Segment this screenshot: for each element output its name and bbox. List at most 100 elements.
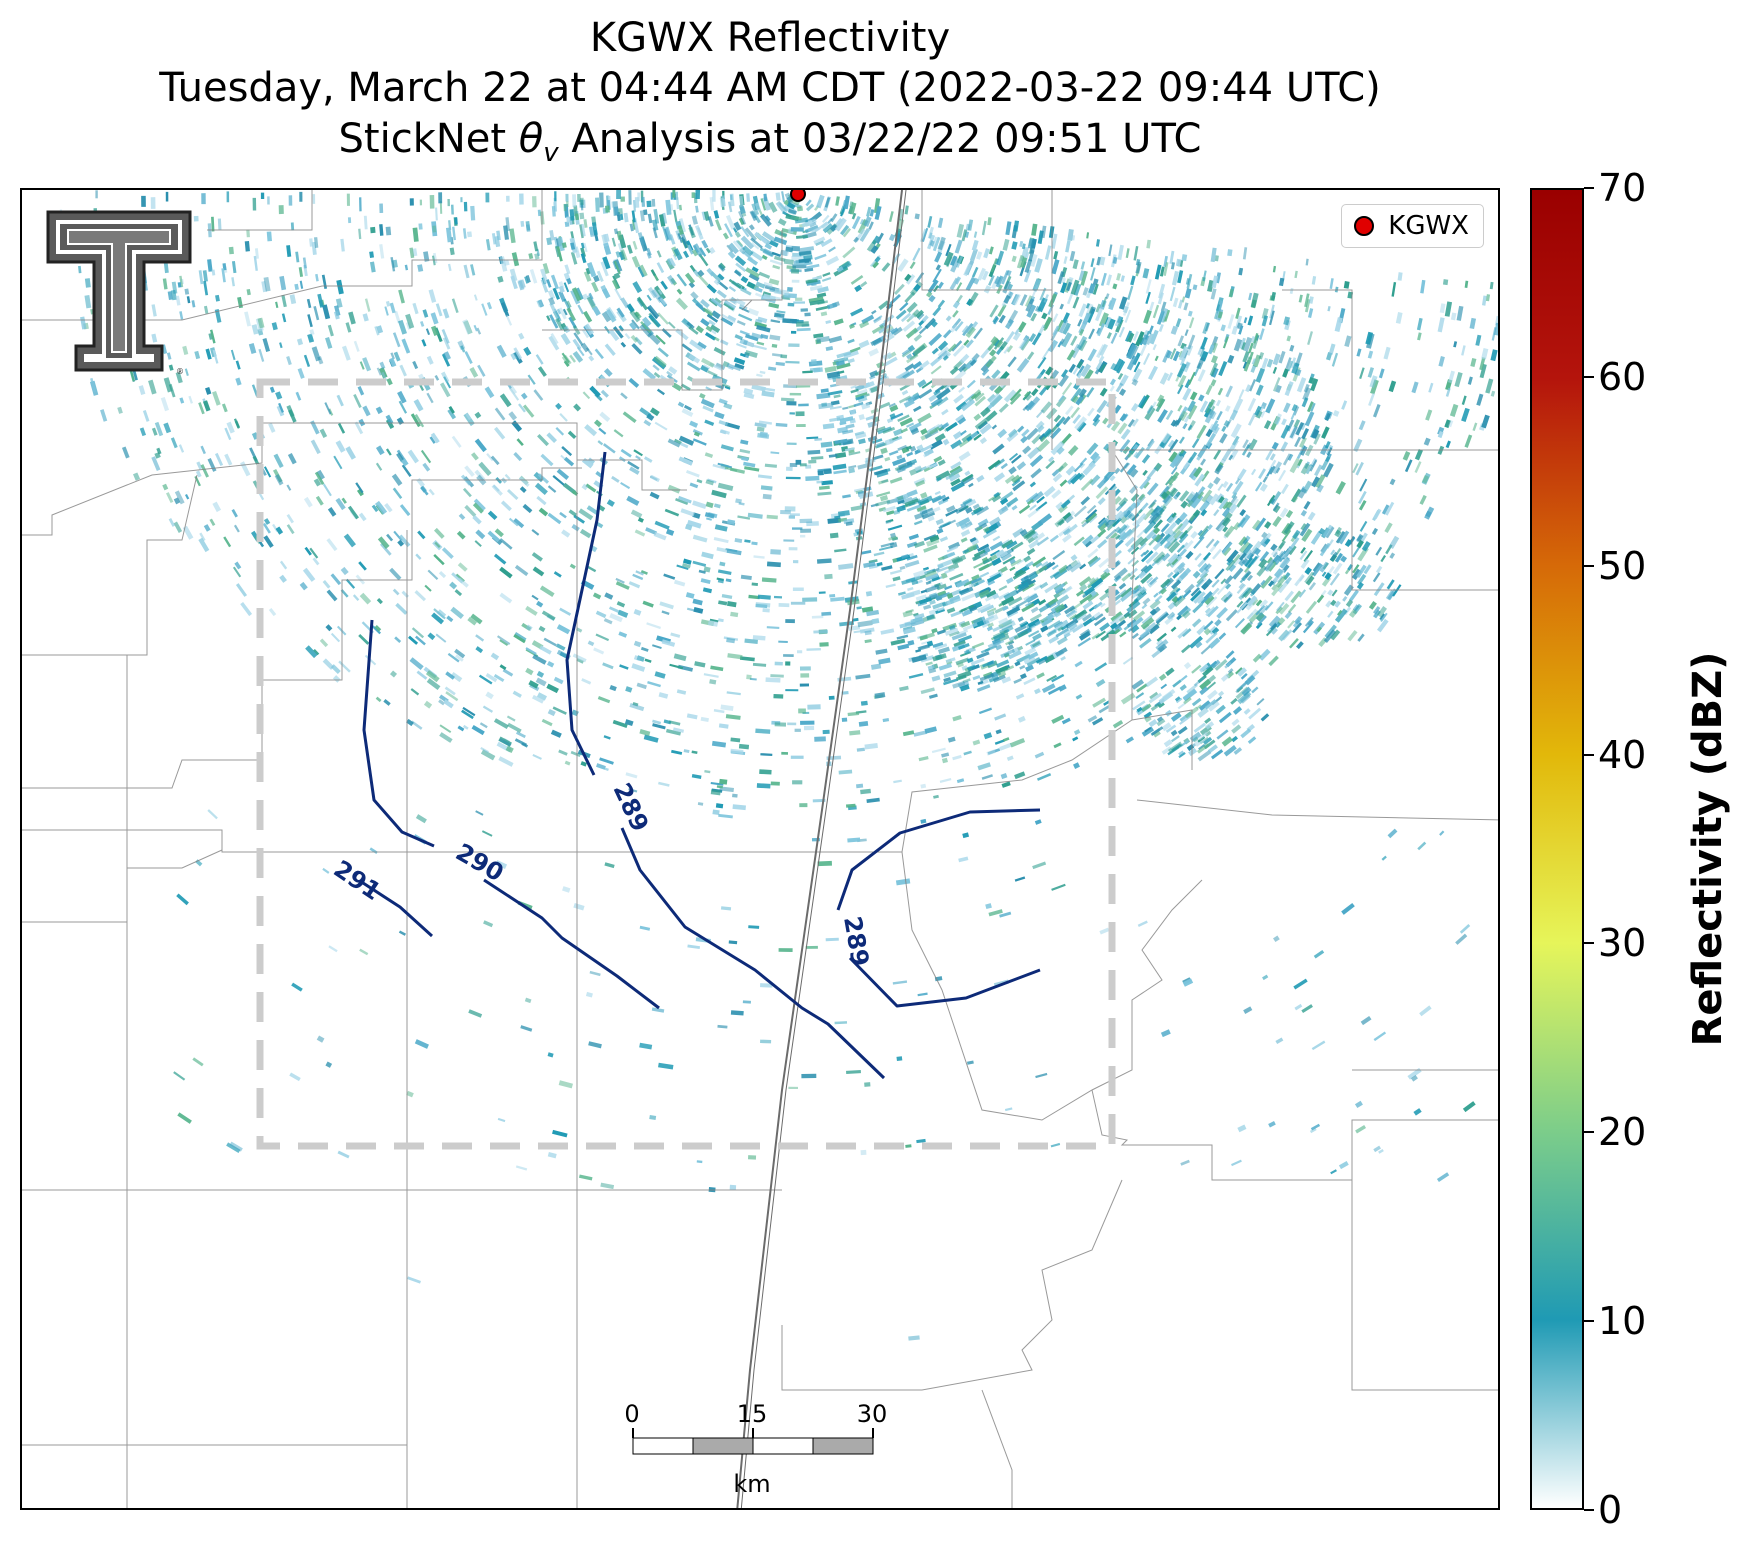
echo-gate	[744, 350, 758, 358]
echo-gate	[410, 688, 420, 696]
echo-gate	[890, 327, 899, 335]
echo-gate	[701, 551, 714, 560]
echo-gate	[337, 1150, 350, 1159]
echo-gate	[252, 197, 257, 211]
echo-gate	[629, 223, 634, 232]
echo-gate	[1305, 464, 1313, 475]
echo-gate	[647, 213, 653, 224]
echo-gate	[1035, 501, 1048, 512]
echo-gate	[646, 200, 652, 208]
echo-gate	[813, 367, 823, 373]
echo-gate	[1246, 595, 1258, 607]
echo-gate	[450, 606, 464, 620]
echo-gate	[184, 368, 189, 376]
echo-gate	[905, 327, 919, 339]
echo-gate	[1311, 1040, 1326, 1051]
echo-gate	[1084, 540, 1093, 548]
echo-gate	[1064, 514, 1074, 524]
echo-gate	[1065, 465, 1076, 476]
echo-gate	[1467, 376, 1473, 385]
echo-gate	[1448, 370, 1455, 384]
echo-gate	[529, 269, 538, 284]
echo-gate	[1439, 303, 1446, 314]
echo-gate	[873, 316, 882, 324]
echo-gate	[848, 205, 853, 213]
echo-gate	[1011, 241, 1018, 250]
echo-gate	[413, 398, 424, 412]
echo-gate	[921, 315, 929, 323]
echo-gate	[759, 769, 772, 775]
echo-gate	[263, 276, 271, 292]
echo-gate	[928, 390, 943, 402]
echo-gate	[1205, 631, 1218, 644]
echo-gate	[1283, 521, 1295, 535]
echo-gate	[1373, 609, 1381, 619]
echo-gate	[496, 344, 507, 358]
echo-gate	[1107, 318, 1116, 330]
echo-gate	[430, 432, 440, 444]
echo-gate	[1052, 550, 1066, 561]
echo-gate	[878, 300, 890, 311]
echo-gate	[1177, 518, 1191, 532]
echo-gate	[957, 642, 970, 650]
echo-gate	[423, 251, 430, 262]
echo-gate	[888, 535, 898, 541]
echo-gate	[1003, 346, 1010, 354]
echo-gate	[578, 1174, 593, 1181]
echo-gate	[1094, 662, 1108, 672]
echo-gate	[1174, 517, 1182, 526]
echo-gate	[395, 602, 408, 615]
echo-gate	[842, 429, 854, 435]
county-border	[207, 190, 313, 231]
echo-gate	[574, 213, 580, 221]
echo-gate	[1179, 490, 1190, 502]
echo-gate	[1105, 293, 1110, 300]
echo-gate	[901, 347, 912, 356]
echo-gate	[1023, 269, 1032, 283]
echo-gate	[897, 414, 910, 422]
echo-gate	[1299, 550, 1308, 561]
echo-gate	[1075, 589, 1085, 597]
echo-gate	[1076, 360, 1084, 369]
echo-gate	[1021, 428, 1030, 437]
echo-gate	[790, 227, 804, 232]
echo-gate	[1265, 398, 1276, 414]
echo-gate	[710, 781, 724, 786]
echo-gate	[647, 331, 661, 346]
echo-gate	[200, 464, 209, 478]
echo-gate	[579, 224, 584, 239]
echo-gate	[1357, 633, 1365, 642]
echo-gate	[478, 674, 493, 685]
echo-gate	[851, 215, 861, 230]
echo-gate	[922, 614, 936, 623]
echo-gate	[1164, 541, 1172, 549]
echo-gate	[936, 629, 947, 635]
echo-gate	[1381, 504, 1390, 515]
echo-gate	[630, 334, 639, 343]
echo-gate	[908, 313, 916, 321]
scale-bar: 0 15 30 km	[624, 1400, 887, 1500]
echo-gate	[1236, 517, 1246, 528]
echo-gate	[1080, 496, 1091, 506]
echo-gate	[825, 345, 834, 352]
scale-unit: km	[733, 1470, 771, 1498]
echo-gate	[634, 336, 643, 346]
echo-gate	[1207, 744, 1218, 754]
echo-gate	[839, 416, 854, 423]
echo-gate	[1062, 415, 1071, 426]
echo-gate	[707, 620, 719, 627]
scale-tick-label: 0	[624, 1400, 640, 1428]
echo-gate	[1373, 508, 1382, 520]
radar-map[interactable]: 291 290 289 289 ® KGWX 0 15 30	[20, 188, 1500, 1510]
echo-gate	[1170, 557, 1179, 566]
echo-gate	[1164, 521, 1177, 536]
echo-gate	[1019, 673, 1027, 680]
echo-gate	[299, 191, 303, 202]
echo-gate	[700, 364, 709, 373]
echo-gate	[359, 197, 362, 212]
echo-gate	[677, 225, 684, 235]
echo-gate	[740, 574, 752, 581]
echo-gate	[1145, 439, 1155, 452]
echo-gate	[964, 470, 971, 477]
echo-gate	[1139, 476, 1152, 490]
